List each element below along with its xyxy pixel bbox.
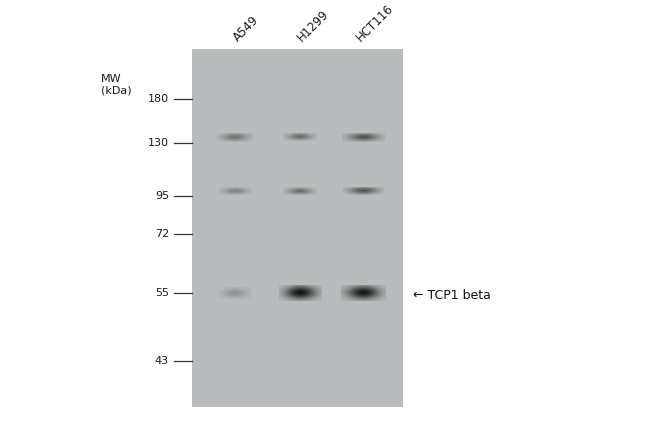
Text: 180: 180 [148,94,169,104]
Text: MW
(kDa): MW (kDa) [101,74,131,95]
Text: 55: 55 [155,288,169,298]
Text: ← TCP1 beta: ← TCP1 beta [413,289,491,302]
Text: A549: A549 [231,14,262,44]
Text: 95: 95 [155,191,169,201]
Text: H1299: H1299 [295,8,332,44]
Text: 72: 72 [155,229,169,239]
Text: 43: 43 [155,356,169,366]
Text: HCT116: HCT116 [354,2,396,44]
Text: 130: 130 [148,138,169,149]
